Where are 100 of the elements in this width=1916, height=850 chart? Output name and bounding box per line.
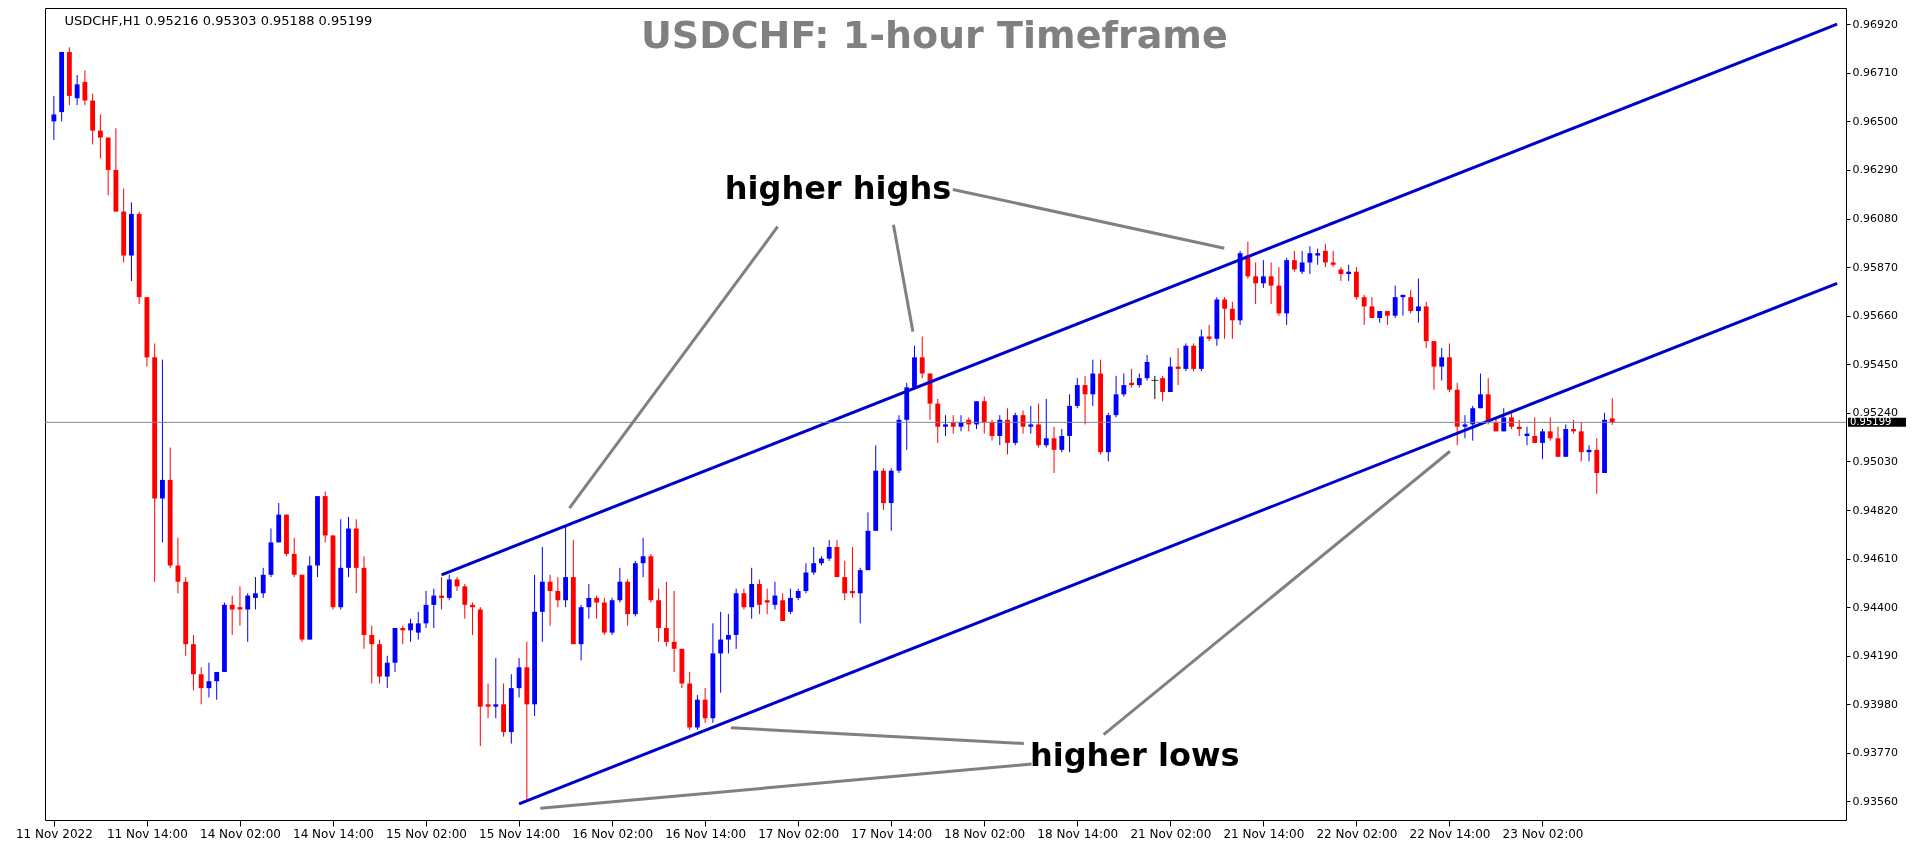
candlestick [1005,407,1010,455]
candlestick [547,574,553,627]
candlestick [493,657,499,719]
candlestick [291,537,297,578]
candlestick [446,574,452,601]
candlestick [850,546,855,599]
candlestick [617,567,623,604]
candlestick [718,611,724,694]
candlestick [369,625,375,685]
candlestick [702,687,708,724]
candlestick [1439,347,1445,381]
annotation: USDCHF,H1 0.95216 0.95303 0.95188 0.95199 [64,12,373,28]
annotation: higher lows [1029,736,1240,775]
annotation: higher highs [724,169,952,208]
candlestick [1253,261,1259,305]
candlestick [555,576,561,608]
candlestick [1191,342,1197,372]
candlestick [214,671,220,701]
x-tick-label: 21 Nov 14:00 [1223,826,1305,841]
y-tick-label: 0.96500 [1852,114,1898,128]
candlestick [1121,373,1127,398]
x-tick-label: 21 Nov 02:00 [1130,826,1212,841]
candlestick [97,113,103,159]
candlestick [198,666,204,705]
candlestick [1478,373,1483,409]
candlestick [1043,398,1049,449]
candlestick [663,581,669,647]
candlestick [1609,397,1615,426]
x-tick-label: 22 Nov 02:00 [1316,826,1398,841]
candlestick [1361,294,1367,326]
x-tick-label: 15 Nov 14:00 [479,826,561,841]
candlestick [788,588,793,615]
candlestick [594,595,600,620]
candlestick [1074,377,1080,409]
candlestick [1578,421,1584,462]
candlestick [842,560,848,601]
y-tick-label: 0.93560 [1852,794,1898,808]
y-tick-label: 0.94400 [1852,600,1898,614]
candlestick [160,359,165,543]
candlestick [1392,285,1398,319]
x-tick-label: 14 Nov 02:00 [200,826,281,841]
candlestick [563,525,569,608]
candlestick [1144,354,1150,381]
y-tick-label: 0.95030 [1852,454,1898,468]
candlestick [1175,347,1181,386]
candlestick [1291,250,1297,273]
candlestick [439,576,444,610]
y-tick-label: 0.95660 [1852,309,1898,323]
x-tick-label: 15 Nov 02:00 [386,826,467,841]
candlestick [1229,301,1235,340]
candlestick [415,611,421,641]
candlestick [1160,375,1166,402]
candlestick [1547,416,1553,442]
candlestick [757,578,762,615]
candlestick [74,74,80,106]
candlestick [1338,266,1344,282]
y-tick-label: 0.95870 [1852,260,1898,274]
x-tick-label: 11 Nov 2022 [15,826,93,841]
candlestick [408,618,413,643]
y-tick-label: 0.93770 [1852,746,1898,760]
x-tick-label: 17 Nov 14:00 [851,826,933,841]
candlestick [1299,250,1305,275]
candlestick [1129,368,1134,388]
candlestick [811,546,817,576]
candlestick [82,69,88,106]
candlestick [741,588,747,610]
candlestick [1307,245,1313,275]
candlestick [974,400,979,430]
y-tick-label: 0.96710 [1852,66,1898,80]
candlestick [671,590,677,673]
candlestick [725,613,731,654]
candlestick [1036,403,1041,449]
candlestick [640,537,646,578]
candlestick [857,567,863,624]
x-tick-label: 22 Nov 14:00 [1409,826,1491,841]
x-tick-label: 23 Nov 02:00 [1502,826,1584,841]
candlestick [981,396,987,435]
y-tick-label: 0.93980 [1852,697,1898,711]
candlestick [749,567,755,620]
x-tick-label: 16 Nov 14:00 [665,826,747,841]
candlestick [935,398,941,444]
candlestick [1322,243,1328,268]
candlestick [780,592,786,622]
x-tick-label: 18 Nov 02:00 [944,826,1026,841]
candlestick [1206,324,1212,342]
candlestick [260,567,266,599]
candlestick [1594,437,1600,495]
ref-line-label: 0.95199 [1850,416,1892,428]
x-tick-label: 11 Nov 14:00 [106,826,188,841]
candlestick [1416,278,1421,324]
candlestick [1222,296,1228,340]
y-tick-label: 0.94190 [1852,649,1898,663]
candlestick [1540,428,1545,460]
candlestick [462,583,468,620]
y-tick-label: 0.94820 [1852,503,1898,517]
candlestick [764,588,770,615]
x-tick-label: 17 Nov 02:00 [758,826,840,841]
candlestick [1028,405,1034,435]
candlestick [245,592,251,643]
candlestick [400,625,406,645]
